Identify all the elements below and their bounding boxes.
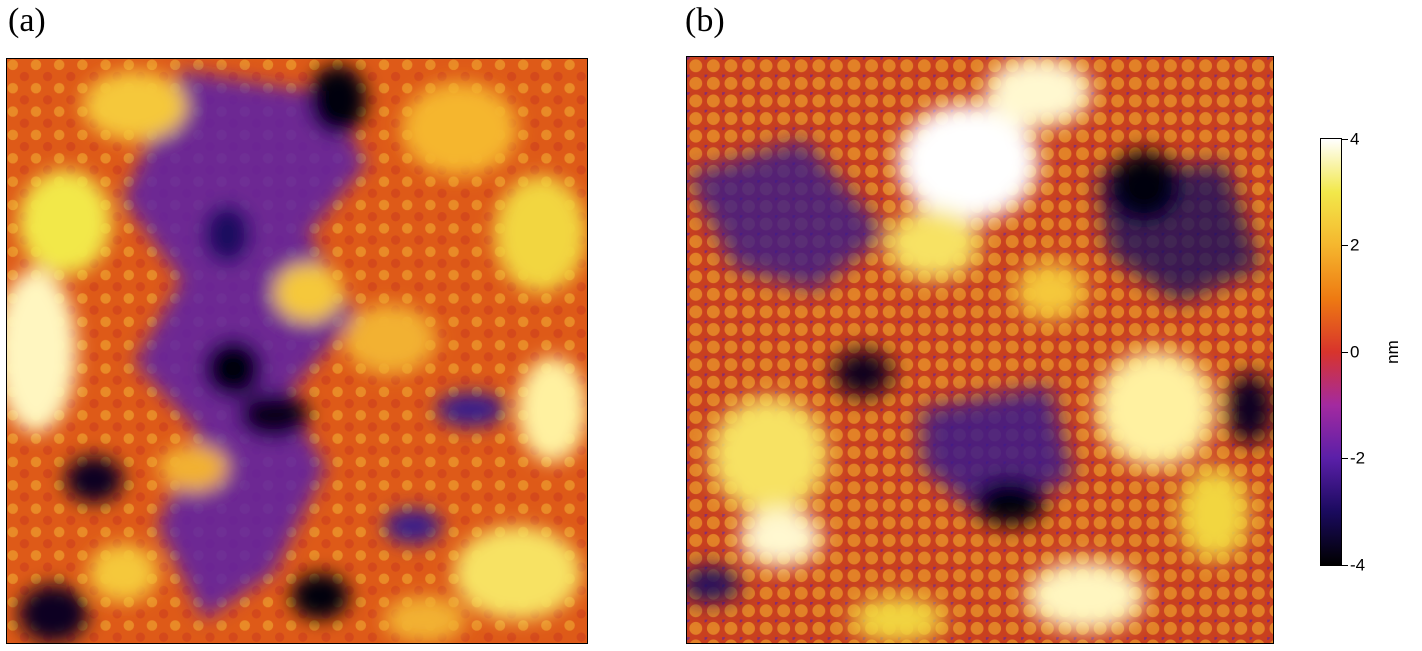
panel-b-label: (b) bbox=[685, 2, 725, 39]
colorbar bbox=[1320, 138, 1342, 566]
colorbar-tick bbox=[1342, 565, 1348, 566]
colorbar-tick bbox=[1342, 139, 1348, 140]
colorbar-tick-label: 4 bbox=[1350, 129, 1360, 149]
colorbar-tick-label: -2 bbox=[1350, 448, 1366, 468]
colorbar-tick bbox=[1342, 245, 1348, 246]
colorbar-tick bbox=[1342, 458, 1348, 459]
colorbar-tick-label: -4 bbox=[1350, 555, 1366, 575]
colorbar-unit-label: nm bbox=[1383, 340, 1402, 364]
afm-height-map-b bbox=[686, 56, 1274, 644]
afm-height-map-a bbox=[6, 58, 588, 644]
colorbar-tick-label: 0 bbox=[1350, 342, 1360, 362]
colorbar-tick bbox=[1342, 352, 1348, 353]
colorbar-tick-label: 2 bbox=[1350, 235, 1360, 255]
panel-a-label: (a) bbox=[8, 2, 46, 39]
